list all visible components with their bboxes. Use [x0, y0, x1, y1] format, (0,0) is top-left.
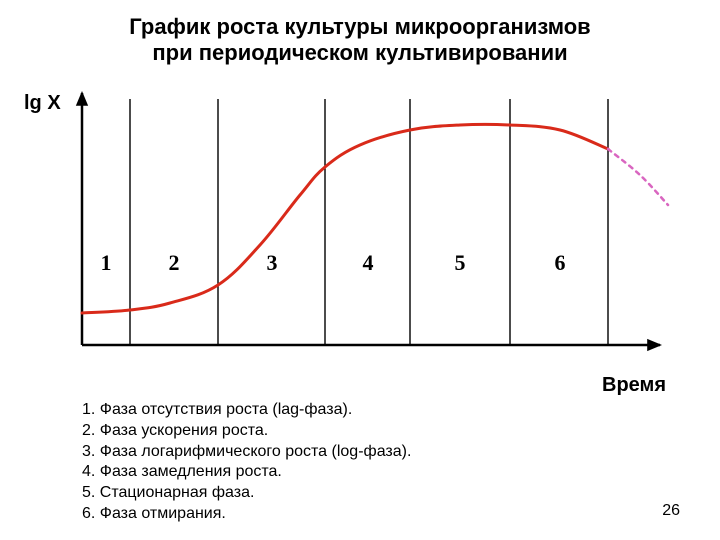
phase-number-6: 6: [555, 250, 566, 276]
phase-number-3: 3: [267, 250, 278, 276]
page-number: 26: [662, 502, 680, 520]
legend-item: 2. Фаза ускорения роста.: [82, 421, 411, 442]
growth-chart: [60, 85, 680, 365]
title-line-1: График роста культуры микроорганизмов: [129, 14, 590, 39]
legend-item: 3. Фаза логарифмического роста (log-фаза…: [82, 442, 411, 463]
title-line-2: при периодическом культивировании: [152, 40, 567, 65]
legend-item: 5. Стационарная фаза.: [82, 483, 411, 504]
y-axis-label: lg X: [24, 92, 61, 115]
x-axis-label: Время: [602, 374, 666, 397]
legend-item: 6. Фаза отмирания.: [82, 504, 411, 525]
phase-number-2: 2: [169, 250, 180, 276]
chart-svg: [60, 85, 680, 365]
legend-item: 1. Фаза отсутствия роста (lag-фаза).: [82, 400, 411, 421]
legend-list: 1. Фаза отсутствия роста (lag-фаза). 2. …: [82, 400, 411, 525]
phase-number-5: 5: [455, 250, 466, 276]
phase-number-4: 4: [363, 250, 374, 276]
phase-number-1: 1: [101, 250, 112, 276]
chart-title: График роста культуры микроорганизмов пр…: [0, 14, 720, 67]
legend-item: 4. Фаза замедления роста.: [82, 462, 411, 483]
